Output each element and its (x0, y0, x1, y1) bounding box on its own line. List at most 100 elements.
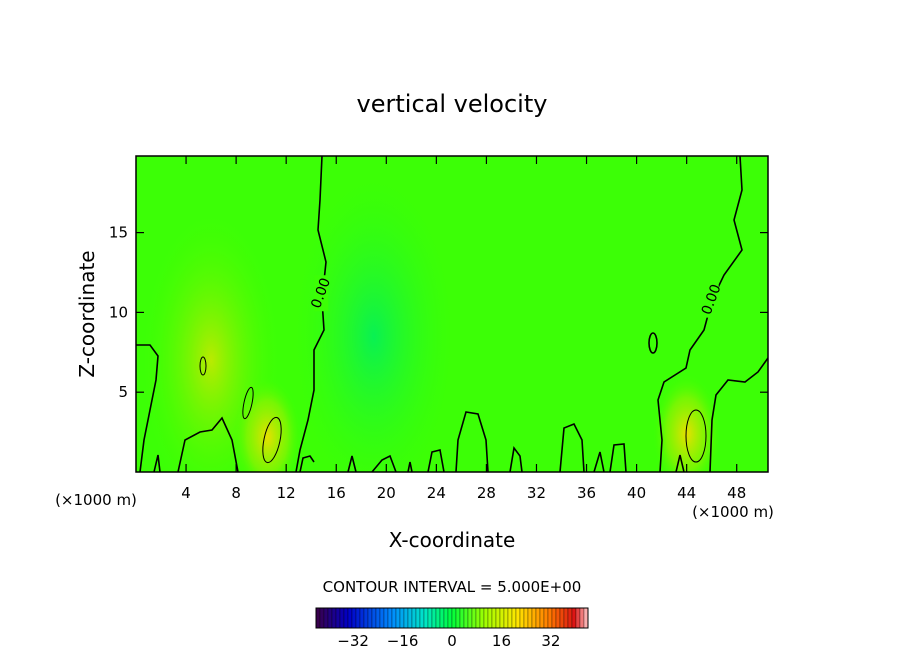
colorbar-swatch (583, 607, 589, 629)
zero-contour-left-lobe (136, 344, 159, 472)
velocity-features (141, 176, 721, 472)
colorbar-swatch (355, 607, 361, 629)
colorbar-swatch (351, 607, 357, 629)
colorbar-swatch (375, 607, 381, 629)
colorbar-swatch (463, 607, 469, 629)
x-unit-left: (×1000 m) (55, 491, 137, 509)
colorbar-swatch (367, 607, 373, 629)
colorbar-frame (315, 607, 589, 629)
colorbar-swatch (371, 607, 377, 629)
colorbar-swatch (447, 607, 453, 629)
plot-area: 0.00 0.00 (136, 156, 768, 472)
feature-updraft-1 (233, 376, 302, 472)
colorbar-swatch (363, 607, 369, 629)
colorbar-swatch (403, 607, 409, 629)
colorbar-swatch (467, 607, 473, 629)
contour-label-bg (704, 281, 719, 318)
colorbar-swatch (391, 607, 397, 629)
x-tick-label: 28 (477, 484, 496, 502)
x-unit-right: (×1000 m) (692, 503, 774, 521)
colorbar-swatch (571, 607, 577, 629)
colorbar-swatch (455, 607, 461, 629)
contour-cell-c (262, 416, 282, 464)
chart-title: vertical velocity (357, 90, 548, 118)
colorbar-ticks: −32 −16 0 16 32 (337, 632, 560, 650)
colorbar-tick-label: −16 (387, 632, 419, 650)
x-tick-label: 20 (377, 484, 396, 502)
x-axis-label: X-coordinate (389, 528, 516, 552)
colorbar-swatch (451, 607, 457, 629)
x-tick-label: 32 (527, 484, 546, 502)
colorbar-tick-label: −32 (337, 632, 369, 650)
x-tick-label: 4 (181, 484, 191, 502)
colorbar-swatch (499, 607, 505, 629)
colorbar-swatch (563, 607, 569, 629)
colorbar-swatch (543, 607, 549, 629)
y-axis: 5 10 15 (109, 224, 768, 401)
x-axis: 4 8 12 16 20 24 28 32 36 40 44 48 (181, 156, 746, 502)
colorbar-swatch (579, 607, 585, 629)
colorbar-swatch (495, 607, 501, 629)
x-tick-label: 24 (427, 484, 446, 502)
colorbar-swatch (519, 607, 525, 629)
y-tick-label: 15 (109, 224, 128, 242)
colorbar-swatch (419, 607, 425, 629)
zero-contour-left-column (295, 156, 327, 472)
colorbar (315, 607, 589, 629)
colorbar-swatch (319, 607, 325, 629)
colorbar-swatch (407, 607, 413, 629)
colorbar-swatch (539, 607, 545, 629)
colorbar-swatch (411, 607, 417, 629)
colorbar-swatch (515, 607, 521, 629)
colorbar-swatch (399, 607, 405, 629)
colorbar-swatch (551, 607, 557, 629)
colorbar-swatch (323, 607, 329, 629)
colorbar-tick-label: 0 (447, 632, 457, 650)
colorbar-swatch (439, 607, 445, 629)
colorbar-swatch (427, 607, 433, 629)
colorbar-swatch (535, 607, 541, 629)
colorbar-swatch (491, 607, 497, 629)
colorbar-swatch (395, 607, 401, 629)
colorbar-swatch (383, 607, 389, 629)
zero-contours (136, 156, 768, 472)
plot-frame (135, 155, 769, 473)
zero-contour-right-column (657, 156, 743, 472)
colorbar-swatch (547, 607, 553, 629)
colorbar-swatch (523, 607, 529, 629)
colorbar-swatch (347, 607, 353, 629)
colorbar-swatch (503, 607, 509, 629)
colorbar-swatch (335, 607, 341, 629)
colorbar-swatch (555, 607, 561, 629)
colorbar-swatch (327, 607, 333, 629)
y-tick-label: 10 (109, 303, 128, 321)
colorbar-swatch (575, 607, 581, 629)
y-tick-label: 5 (118, 383, 128, 401)
colorbar-tick-label: 16 (492, 632, 511, 650)
x-tick-label: 48 (727, 484, 746, 502)
zero-contour-surface-cells (153, 411, 685, 472)
x-tick-label: 44 (677, 484, 696, 502)
feature-downdraft-3 (293, 176, 454, 472)
feature-updraft-2 (652, 373, 721, 472)
positive-contours (199, 356, 707, 464)
colorbar-swatch (527, 607, 533, 629)
colorbar-tick-label: 32 (541, 632, 560, 650)
colorbar-swatch (511, 607, 517, 629)
contour-cell-a (199, 356, 207, 376)
colorbar-swatch (359, 607, 365, 629)
colorbar-swatch (559, 607, 565, 629)
x-tick-label: 8 (231, 484, 241, 502)
colorbar-swatch (431, 607, 437, 629)
x-tick-label: 40 (627, 484, 646, 502)
colorbar-swatch (443, 607, 449, 629)
colorbar-swatch (331, 607, 337, 629)
colorbar-swatch (471, 607, 477, 629)
zero-contour-right-lobe (709, 357, 768, 472)
x-tick-label: 36 (577, 484, 596, 502)
contour-cell-d (685, 409, 707, 463)
contour-label-bg (314, 275, 329, 312)
x-tick-label: 16 (327, 484, 346, 502)
colorbar-swatch (379, 607, 385, 629)
contour-interval-text: CONTOUR INTERVAL = 5.000E+00 (323, 578, 582, 596)
